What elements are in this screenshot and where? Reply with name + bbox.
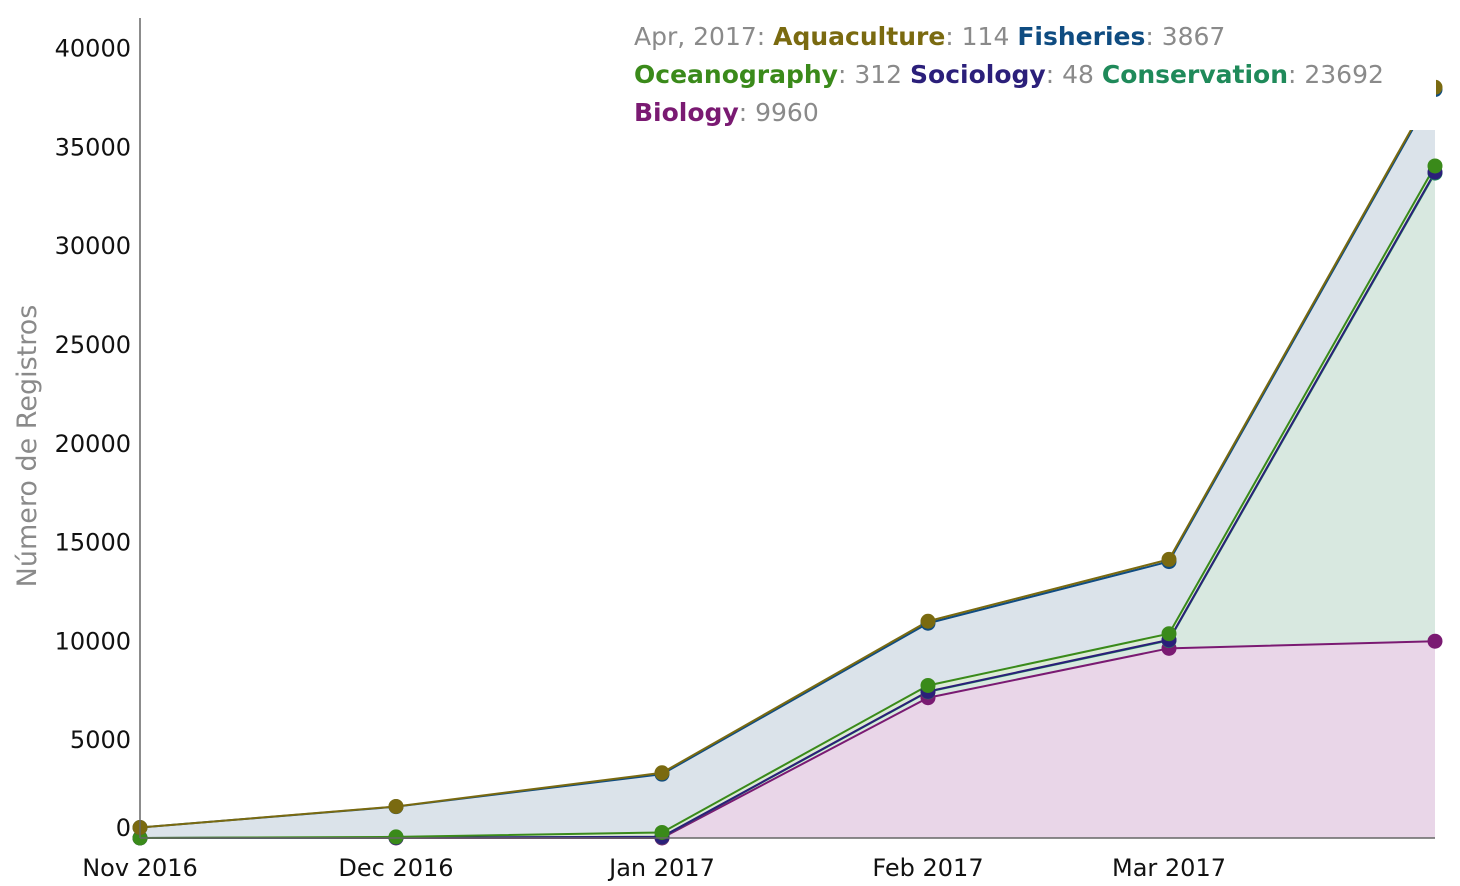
legend-entry-oceanography: Oceanography (634, 60, 838, 89)
legend-background (628, 12, 1436, 130)
legend-entry-fisheries: Fisheries (1017, 22, 1145, 51)
legend-value-fisheries: : 3867 (1145, 22, 1225, 51)
point-oceanography-dec-2016[interactable] (388, 829, 404, 845)
y-tick-label: 25000 (55, 331, 131, 359)
point-aquaculture-mar-2017[interactable] (1161, 551, 1177, 567)
legend-value-oceanography: : 312 (838, 60, 910, 89)
point-aquaculture-dec-2016[interactable] (388, 798, 404, 814)
hover-legend: Apr, 2017: Aquaculture: 114 Fisheries: 3… (628, 12, 1436, 130)
legend-entry-sociology: Sociology (910, 60, 1046, 89)
legend-value-aquaculture: : 114 (945, 22, 1017, 51)
axes: 0 5000 10000 15000 20000 25000 30000 35000 40000… (12, 18, 1435, 882)
line-oceanography (139, 165, 1436, 839)
legend-header: Apr, 2017: (634, 22, 773, 51)
point-oceanography-apr-2017[interactable] (1427, 158, 1443, 174)
legend-line: Biology: 9960 (634, 98, 819, 127)
y-axis-title: Número de Registros (12, 305, 43, 588)
x-tick-label: Mar 2017 (1112, 854, 1226, 882)
x-tick-label: Jan 2017 (607, 854, 715, 882)
point-biology-apr-2017[interactable] (1427, 633, 1443, 649)
point-aquaculture-feb-2017[interactable] (920, 613, 936, 629)
y-tick-label: 30000 (55, 232, 131, 260)
legend-value-conservation: : 23692 (1288, 60, 1384, 89)
y-tick-label: 35000 (55, 133, 131, 161)
line-aquaculture (139, 86, 1436, 829)
legend-line: Apr, 2017: Aquaculture: 114 Fisheries: 3… (634, 22, 1225, 51)
point-aquaculture-jan-2017[interactable] (654, 765, 670, 781)
legend-entry-biology: Biology (634, 98, 739, 127)
point-oceanography-mar-2017[interactable] (1161, 626, 1177, 642)
y-tick-label: 5000 (70, 726, 131, 754)
point-oceanography-feb-2017[interactable] (920, 677, 936, 693)
y-tick-label: 20000 (55, 430, 131, 458)
legend-entry-conservation: Conservation (1102, 60, 1288, 89)
legend-value-biology: : 9960 (739, 98, 819, 127)
x-tick-label: Nov 2016 (82, 854, 198, 882)
y-tick-label: 10000 (55, 627, 131, 655)
y-tick-label: 15000 (55, 529, 131, 557)
point-oceanography-jan-2017[interactable] (654, 824, 670, 840)
line-layer (139, 86, 1436, 839)
x-tick-label: Feb 2017 (872, 854, 983, 882)
y-tick-label: 0 (116, 814, 131, 842)
legend-value-sociology: : 48 (1046, 60, 1102, 89)
legend-entry-aquaculture: Aquaculture (773, 22, 945, 51)
area-layer (140, 87, 1435, 838)
legend-line: Oceanography: 312 Sociology: 48 Conserva… (634, 60, 1384, 89)
x-tick-label: Dec 2016 (338, 854, 453, 882)
y-tick-label: 40000 (55, 35, 131, 63)
area-biology (140, 641, 1435, 838)
